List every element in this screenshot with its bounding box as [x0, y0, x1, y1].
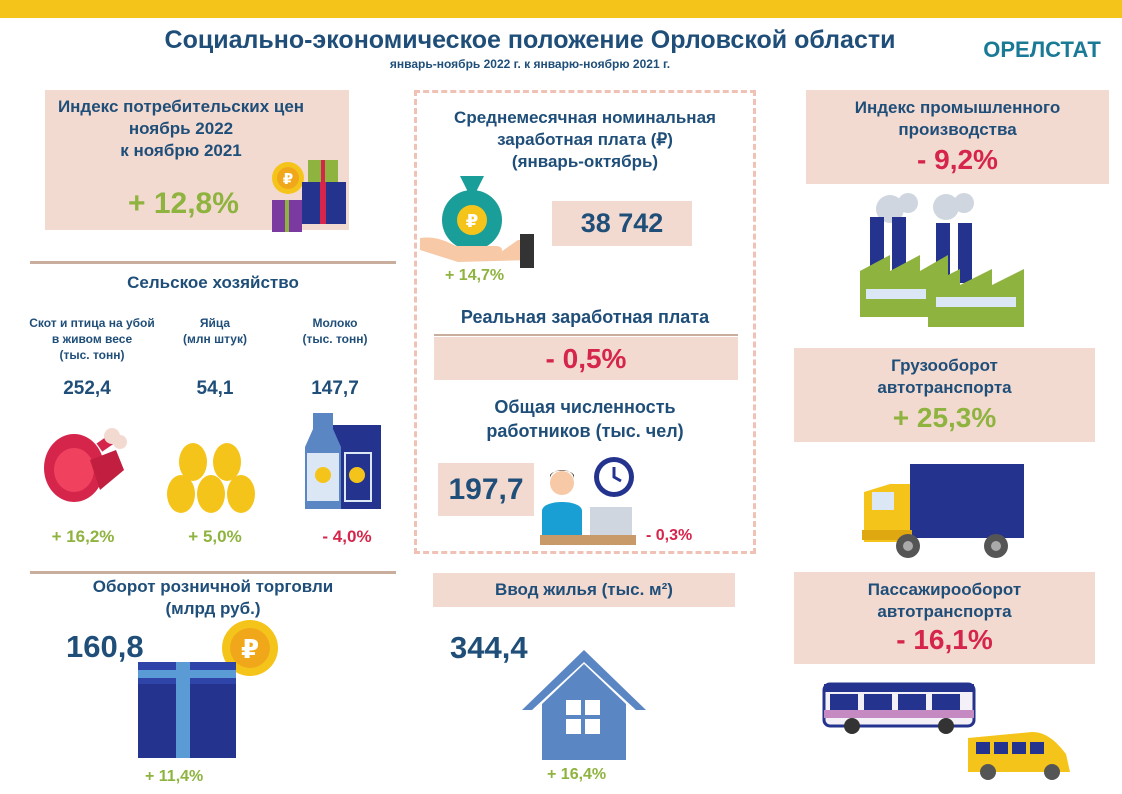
workers-title: Общая численность работников (тыс. чел)	[414, 395, 756, 443]
industry-value: - 9,2%	[917, 144, 998, 175]
agriculture-divider	[30, 261, 396, 264]
truck-icon	[860, 462, 1026, 560]
gift-box-coin-icon: ₽	[136, 618, 282, 766]
wage-title-line2: заработная плата (₽)	[497, 130, 673, 149]
svg-text:₽: ₽	[241, 635, 259, 665]
eggs-icon	[165, 440, 261, 516]
wage-value: 38 742	[552, 201, 692, 246]
brand-logo-text: ОРЕЛСТАТ	[983, 37, 1101, 62]
industry-title: Индекс промышленного производства	[806, 97, 1109, 141]
workers-title-line1: Общая численность	[494, 397, 676, 417]
wage-title: Среднемесячная номинальная заработная пл…	[414, 107, 756, 173]
real-wage-title: Реальная заработная плата	[460, 307, 710, 327]
svg-text:₽: ₽	[283, 170, 293, 188]
factory-icon	[860, 193, 1030, 327]
freight-title: Грузооборот автотранспорта	[794, 355, 1095, 399]
cpi-title-line1: Индекс потребительских цен	[57, 97, 305, 116]
eggs-value: 54,1	[196, 378, 234, 399]
workers-value: 197,7	[438, 463, 534, 516]
eggs-label-line2: (млн штук)	[183, 332, 247, 346]
housing-title: Ввод жилья (тыс. м²)	[433, 573, 735, 607]
agriculture-item-eggs-label: Яйца (млн штук)	[160, 315, 270, 347]
eggs-change: + 5,0%	[188, 527, 242, 546]
meat-change: + 16,2%	[51, 527, 115, 546]
page-subtitle: январь-ноябрь 2022 г. к январю-ноябрю 20…	[389, 57, 671, 71]
meat-value: 252,4	[63, 378, 111, 399]
meat-label-line1: Скот и птица на убой	[29, 316, 155, 330]
milk-label-line1: Молоко	[312, 316, 358, 330]
passenger-title-line1: Пассажирооборот	[867, 580, 1022, 599]
cpi-title-line3: к ноябрю 2021	[120, 141, 242, 160]
real-wage-divider	[434, 334, 738, 336]
office-worker-clock-icon	[540, 455, 640, 547]
milk-value: 147,7	[311, 378, 359, 399]
svg-text:₽: ₽	[466, 211, 479, 232]
agriculture-item-milk-label: Молоко (тыс. тонн)	[280, 315, 390, 347]
passenger-panel	[794, 572, 1095, 664]
wage-title-line1: Среднемесячная номинальная	[454, 108, 716, 127]
wage-title-line3: (январь-октябрь)	[511, 152, 659, 171]
cpi-title: Индекс потребительских цен ноябрь 2022 к…	[45, 96, 317, 162]
workers-title-line2: работников (тыс. чел)	[486, 421, 684, 441]
house-icon	[518, 646, 650, 762]
eggs-label-line1: Яйца	[199, 316, 231, 330]
page-title: Социально-экономическое положение Орловс…	[164, 26, 896, 54]
retail-title-line1: Оборот розничной торговли	[92, 577, 334, 596]
cpi-title-line2: ноябрь 2022	[128, 119, 234, 138]
retail-title: Оборот розничной торговли (млрд руб.)	[30, 576, 396, 620]
gift-boxes-coin-icon: ₽	[266, 156, 348, 236]
wage-panel	[414, 90, 756, 554]
retail-value: 160,8	[66, 629, 144, 664]
meat-label-line3: (тыс. тонн)	[59, 348, 125, 362]
wage-change: + 14,7%	[445, 267, 505, 284]
passenger-title: Пассажирооборот автотранспорта	[794, 579, 1095, 623]
freight-panel	[794, 348, 1095, 442]
milk-carton-icon	[303, 413, 385, 513]
industry-title-line1: Индекс промышленного	[854, 98, 1061, 117]
housing-value: 344,4	[450, 630, 528, 665]
money-bag-hand-icon: ₽	[420, 176, 534, 268]
top-accent-bar	[0, 0, 1122, 18]
industry-panel	[806, 90, 1109, 184]
freight-value: + 25,3%	[892, 402, 997, 433]
bus-minibus-icon	[822, 680, 1092, 780]
retail-divider	[30, 571, 396, 574]
passenger-value: - 16,1%	[896, 624, 993, 655]
freight-title-line2: автотранспорта	[877, 378, 1012, 397]
housing-change: + 16,4%	[547, 766, 607, 783]
milk-label-line2: (тыс. тонн)	[302, 332, 368, 346]
meat-label-line2: в живом весе	[51, 332, 133, 346]
freight-title-line1: Грузооборот	[891, 356, 998, 375]
agriculture-title: Сельское хозяйство	[127, 273, 299, 292]
industry-title-line2: производства	[898, 120, 1017, 139]
retail-change: + 11,4%	[145, 768, 204, 785]
meat-leg-icon	[40, 420, 130, 506]
cpi-value: + 12,8%	[128, 187, 239, 220]
passenger-title-line2: автотранспорта	[877, 602, 1012, 621]
milk-change: - 4,0%	[322, 527, 372, 546]
retail-title-line2: (млрд руб.)	[165, 599, 261, 618]
agriculture-item-meat-label: Скот и птица на убой в живом весе (тыс. …	[12, 315, 172, 363]
real-wage-value: - 0,5%	[434, 337, 738, 380]
workers-change: - 0,3%	[646, 527, 693, 544]
